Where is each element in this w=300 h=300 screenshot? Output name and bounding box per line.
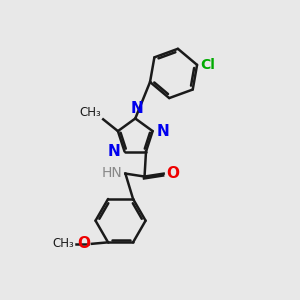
Text: CH₃: CH₃ (79, 106, 101, 119)
Text: O: O (167, 166, 180, 181)
Text: CH₃: CH₃ (52, 237, 74, 250)
Text: N: N (130, 101, 143, 116)
Text: N: N (157, 124, 170, 139)
Text: N: N (107, 144, 120, 159)
Text: Cl: Cl (201, 58, 215, 72)
Text: O: O (77, 236, 90, 251)
Text: HN: HN (102, 166, 122, 180)
